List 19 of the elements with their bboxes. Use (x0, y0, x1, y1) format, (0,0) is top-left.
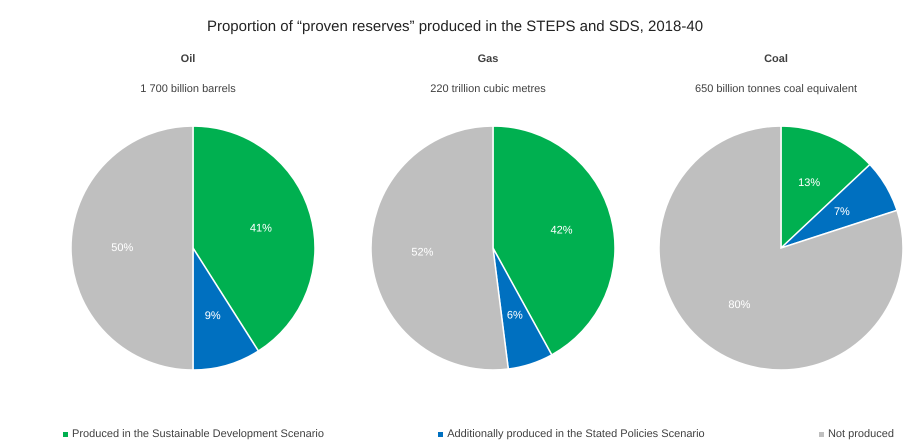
chart-title: Coal (763, 53, 789, 67)
data-label: 41% (250, 222, 272, 234)
data-label: 50% (111, 242, 134, 254)
data-label: 42% (550, 224, 573, 236)
data-label: 9% (204, 310, 221, 322)
legend-label: Additionally produced in the Stated Policies Scenario (446, 428, 705, 440)
data-label: 52% (411, 246, 434, 258)
chart-title: Gas (476, 53, 500, 67)
legend-label: Produced in the Sustainable Development Scenario (71, 428, 324, 440)
data-label: 13% (798, 177, 820, 190)
chart-subtitle: 650 billion tonnes coal equivalent (694, 83, 858, 97)
chart-subtitle: 220 trillion cubic metres (429, 83, 547, 97)
data-label: 7% (834, 206, 850, 218)
data-label: 80% (728, 299, 751, 312)
chart-subtitle: 1 700 billion barrels (139, 83, 237, 97)
legend-label: Not produced (826, 428, 894, 440)
chart-title: Oil (180, 53, 196, 67)
text: Proportion of “proven reserves” produced in the STEPS and SDS, 2018-40 (206, 18, 704, 35)
data-label: 6% (506, 309, 524, 322)
